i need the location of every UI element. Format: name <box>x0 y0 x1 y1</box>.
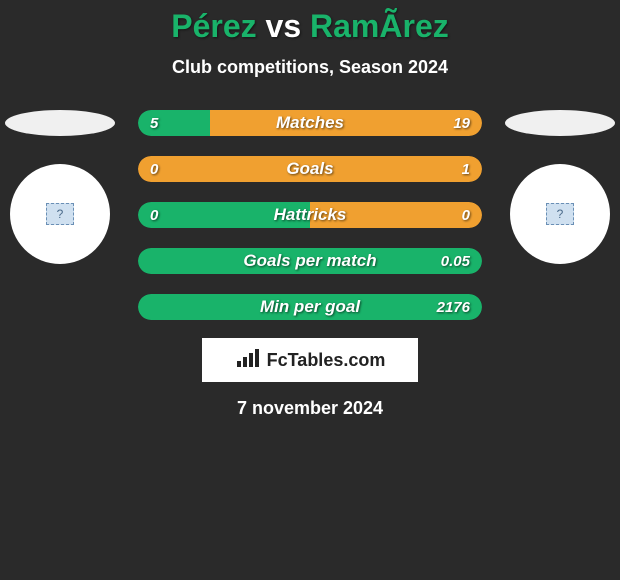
stat-row: Min per goal2176 <box>138 294 482 320</box>
stat-label: Min per goal <box>138 297 482 317</box>
club-logo-left <box>5 110 115 136</box>
widget-container: Pérez vs RamÃ­rez Club competitions, Sea… <box>0 0 620 419</box>
main-layout: ? Matches519Goals01Hattricks00Goals per … <box>0 110 620 320</box>
stat-label: Goals <box>138 159 482 179</box>
comparison-title: Pérez vs RamÃ­rez <box>0 8 620 45</box>
left-side: ? <box>0 110 120 264</box>
stat-label: Matches <box>138 113 482 133</box>
brand-box[interactable]: FcTables.com <box>202 338 418 382</box>
stat-row: Goals0 1 <box>138 156 482 182</box>
stat-label: Hattricks <box>138 205 482 225</box>
brand-chart-icon <box>235 347 261 374</box>
placeholder-icon: ? <box>46 203 74 225</box>
subtitle: Club competitions, Season 2024 <box>0 57 620 78</box>
stat-label: Goals per match <box>138 251 482 271</box>
right-side: ? <box>500 110 620 264</box>
brand-text: FcTables.com <box>267 350 386 371</box>
stat-value-left: 0 <box>150 161 158 178</box>
club-logo-right <box>505 110 615 136</box>
stat-value-right: 0 <box>462 207 470 224</box>
stat-row: Goals per match0.05 <box>138 248 482 274</box>
player2-name: RamÃ­rez <box>310 8 449 44</box>
stat-value-right: 0.05 <box>441 253 470 270</box>
placeholder-icon: ? <box>546 203 574 225</box>
stat-row: Hattricks0 0 <box>138 202 482 228</box>
stat-value-left: 5 <box>150 115 158 132</box>
vs-text: vs <box>266 8 302 44</box>
player1-avatar: ? <box>10 164 110 264</box>
stats-column: Matches519Goals01Hattricks00Goals per ma… <box>138 110 482 320</box>
stat-value-right: 2176 <box>437 299 470 316</box>
stat-value-right: 19 <box>453 115 470 132</box>
player2-avatar: ? <box>510 164 610 264</box>
stat-row: Matches5 19 <box>138 110 482 136</box>
date-text: 7 november 2024 <box>0 398 620 419</box>
stat-value-right: 1 <box>462 161 470 178</box>
player1-name: Pérez <box>171 8 256 44</box>
stat-value-left: 0 <box>150 207 158 224</box>
